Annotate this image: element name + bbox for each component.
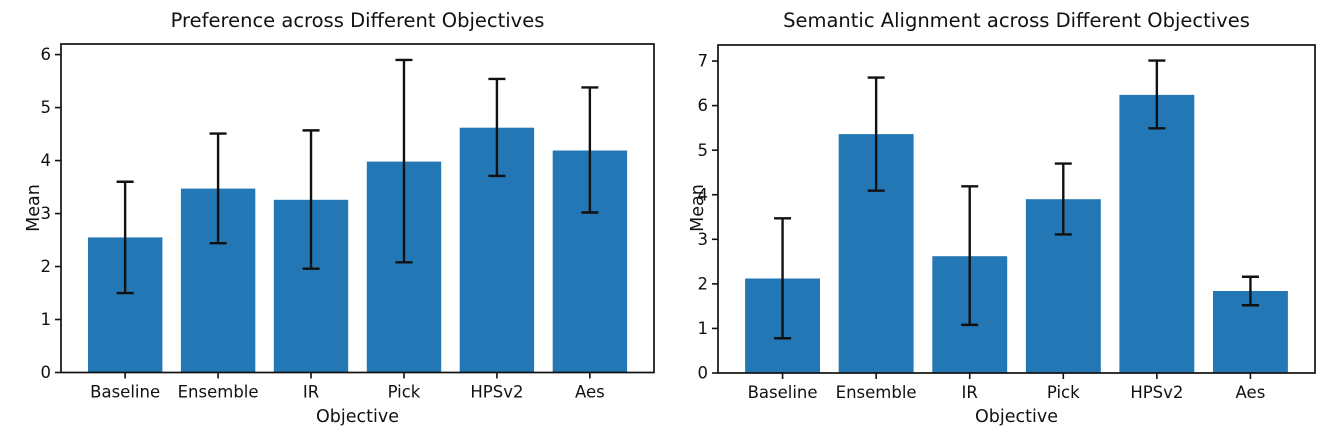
x-tick-label-ir: IR xyxy=(303,383,319,402)
x-tick-label-hpsv2: HPSv2 xyxy=(1130,383,1183,402)
chart-title: Preference across Different Objectives xyxy=(170,9,545,32)
x-tick-label-baseline: Baseline xyxy=(748,383,818,402)
x-tick-label-hpsv2: HPSv2 xyxy=(470,383,523,402)
x-tick-label-ir: IR xyxy=(962,383,978,402)
x-axis-label: Objective xyxy=(975,407,1058,427)
y-tick-label: 6 xyxy=(41,45,52,64)
x-tick-label-aes: Aes xyxy=(1236,383,1266,402)
y-tick-label: 1 xyxy=(41,310,52,329)
preference-chart-panel: Preference across Different Objectives M… xyxy=(0,0,664,443)
axes-box xyxy=(60,43,655,374)
y-tick-label: 1 xyxy=(698,319,709,338)
plot-area: 0 1 2 3 4 5 6 7 Baseline Ensemble IR Pick HPSv2 Aes xyxy=(698,44,1316,402)
chart-title: Semantic Alignment across Different Obje… xyxy=(783,9,1250,32)
x-tick-label-aes: Aes xyxy=(575,383,605,402)
axes-box xyxy=(717,44,1316,374)
y-tick-label: 4 xyxy=(41,151,52,170)
x-tick-label-ensemble: Ensemble xyxy=(836,383,917,402)
x-tick-label-pick: Pick xyxy=(1047,383,1080,402)
x-tick-label-pick: Pick xyxy=(388,383,421,402)
y-tick-label: 3 xyxy=(698,230,709,249)
y-tick-label: 4 xyxy=(698,185,709,204)
y-tick-label: 3 xyxy=(41,204,52,223)
x-tick-label-baseline: Baseline xyxy=(90,383,160,402)
y-tick-label: 6 xyxy=(698,96,709,115)
y-tick-label: 7 xyxy=(698,52,709,71)
y-tick-label: 2 xyxy=(41,257,52,276)
y-tick-label: 5 xyxy=(698,141,709,160)
y-tick-label: 2 xyxy=(698,274,709,293)
y-tick-label: 0 xyxy=(698,364,709,383)
bar-hpsv2 xyxy=(1119,94,1195,374)
plot-area: 0 1 2 3 4 5 6 Baseline Ensemble IR Pick HPSv2 Aes xyxy=(41,43,655,402)
y-tick-label: 5 xyxy=(41,98,52,117)
semantic-alignment-chart-panel: Semantic Alignment across Different Obje… xyxy=(664,0,1329,443)
x-tick-label-ensemble: Ensemble xyxy=(178,383,259,402)
x-axis-label: Objective xyxy=(316,407,399,427)
y-tick-label: 0 xyxy=(41,363,52,382)
